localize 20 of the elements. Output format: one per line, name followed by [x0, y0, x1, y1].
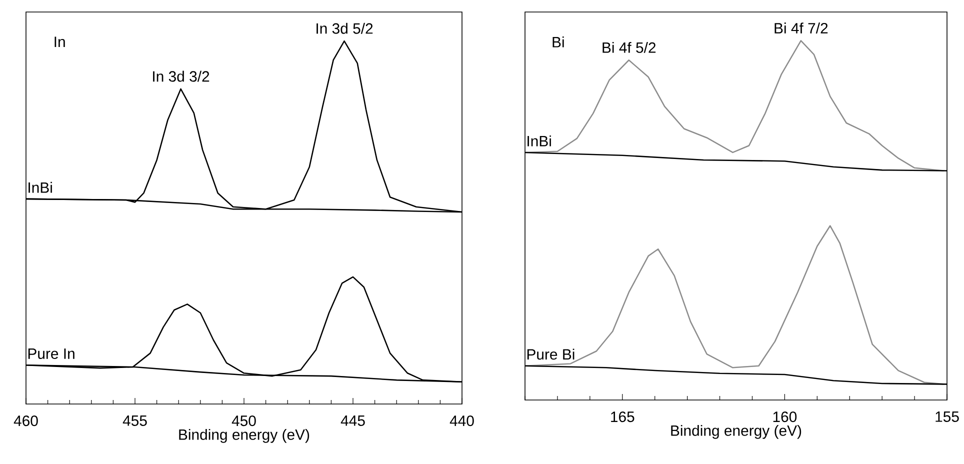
series-label: Pure In [28, 348, 74, 359]
x-tick-label: 155 [936, 412, 959, 422]
x-tick-label: 450 [232, 416, 256, 426]
annotation: In 3d 5/2 [316, 22, 373, 34]
x-tick-label: 460 [14, 416, 38, 426]
annotation: In [54, 36, 65, 47]
annotation: Bi 4f 5/2 [602, 42, 656, 53]
annotation: Bi 4f 7/2 [774, 22, 828, 34]
x-tick-label: 445 [340, 416, 365, 426]
annotation: Bi [552, 36, 564, 48]
x-axis-title: Binding energy (eV) [671, 424, 802, 439]
x-tick-label: 165 [611, 412, 634, 422]
annotation: In 3d 3/2 [153, 70, 210, 82]
series-label: InBi [28, 182, 52, 193]
x-axis-title: Binding energy (eV) [179, 428, 310, 443]
series-label: InBi [528, 135, 551, 146]
series-label: Pure Bi [527, 348, 574, 360]
x-tick-label: 160 [773, 412, 797, 422]
x-tick-label: 455 [122, 416, 147, 426]
x-tick-label: 440 [450, 416, 474, 426]
